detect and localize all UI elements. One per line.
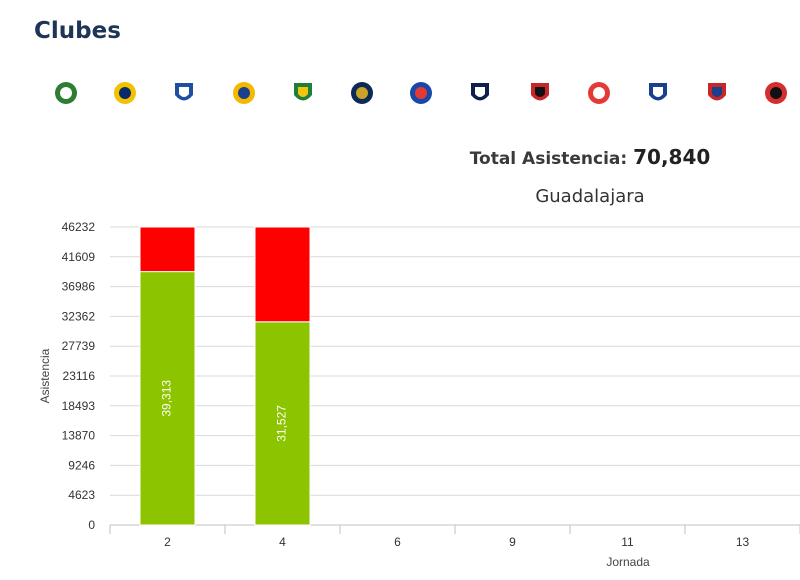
x-axis-title: Jornada: [606, 555, 650, 569]
total-attendance: Total Asistencia: 70,840: [0, 145, 800, 169]
y-tick-label: 13870: [62, 429, 96, 443]
cruz-azul-crest-icon[interactable]: [409, 80, 433, 106]
y-tick-label: 0: [88, 518, 95, 532]
y-tick-label: 36986: [62, 280, 96, 294]
santos-crest-icon[interactable]: [54, 80, 78, 106]
x-tick-label: 11: [621, 535, 634, 549]
y-tick-label: 18493: [62, 399, 96, 413]
x-tick-label: 2: [164, 535, 171, 549]
bar-data-label: 39,313: [160, 380, 174, 417]
y-tick-label: 23116: [63, 369, 96, 383]
y-tick-label: 41609: [62, 250, 96, 264]
y-tick-label: 46232: [62, 220, 96, 234]
y-axis-title: Asistencia: [38, 348, 52, 403]
america-crest-icon[interactable]: [113, 80, 137, 106]
tigres-crest-icon[interactable]: [232, 80, 256, 106]
page-title: Clubes: [34, 18, 121, 44]
y-tick-label: 9246: [68, 458, 95, 472]
chivas-crest-icon[interactable]: [705, 80, 729, 106]
necaxa-crest-icon[interactable]: [587, 80, 611, 106]
bar-capacity-remaining: [254, 226, 311, 323]
bar-capacity-remaining: [139, 226, 196, 273]
y-tick-label: 27739: [62, 339, 96, 353]
x-tick-label: 9: [509, 535, 516, 549]
total-attendance-label: Total Asistencia:: [469, 149, 628, 169]
x-tick-label: 13: [736, 535, 750, 549]
club-logo-bar: [0, 76, 800, 112]
queretaro-crest-icon[interactable]: [172, 80, 196, 106]
y-tick-label: 32362: [62, 309, 96, 323]
atlas-crest-icon[interactable]: [528, 80, 552, 106]
bar-attendance: [254, 321, 311, 526]
total-attendance-value: 70,840: [633, 145, 711, 169]
chart-title: Guadalajara: [535, 186, 645, 207]
y-tick-label: 4623: [68, 488, 95, 502]
x-tick-label: 6: [394, 535, 401, 549]
monterrey-crest-icon[interactable]: [468, 80, 492, 106]
x-tick-label: 4: [279, 535, 286, 549]
bar-data-label: 31,527: [275, 405, 289, 442]
pumas-crest-icon[interactable]: [350, 80, 374, 106]
puebla-crest-icon[interactable]: [646, 80, 670, 106]
leon-crest-icon[interactable]: [291, 80, 315, 106]
tijuana-crest-icon[interactable]: [764, 80, 788, 106]
